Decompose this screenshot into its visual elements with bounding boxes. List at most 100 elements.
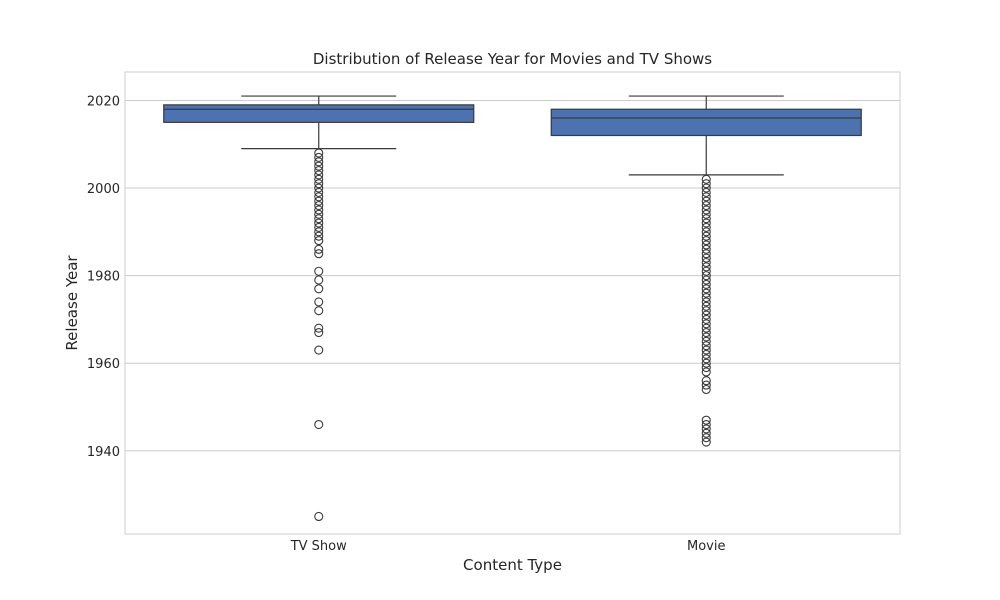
outlier-point — [701, 179, 711, 189]
outlier-point — [701, 354, 711, 364]
gridlines — [125, 99, 900, 452]
outlier-point — [314, 214, 324, 224]
outlier-point — [701, 231, 711, 241]
outlier-point — [701, 428, 711, 438]
outlier-point — [314, 231, 324, 241]
x-tick-label: Movie — [687, 539, 725, 554]
outlier-point — [701, 437, 711, 447]
y-tick-label: 1940 — [87, 445, 120, 460]
y-axis-label: Release Year — [63, 255, 81, 351]
x-tick-label: TV Show — [290, 539, 347, 554]
chart-title: Distribution of Release Year for Movies … — [313, 50, 712, 68]
outlier-point — [701, 310, 711, 320]
outlier-point — [701, 297, 711, 307]
outlier-point — [314, 157, 324, 167]
outlier-point — [701, 257, 711, 268]
outlier-point — [701, 292, 711, 303]
outlier-point — [314, 192, 324, 202]
outlier-point — [701, 384, 711, 395]
outlier-point — [701, 214, 711, 224]
outlier-point — [701, 253, 711, 263]
outlier-point — [701, 196, 711, 206]
outlier-point — [314, 236, 324, 246]
outlier-point — [314, 170, 324, 180]
outlier-point — [701, 415, 711, 425]
outlier-point — [701, 336, 711, 346]
outlier-point — [701, 279, 711, 289]
outlier-point — [701, 262, 711, 272]
outlier-point — [314, 209, 324, 219]
y-tick-label: 2020 — [87, 94, 120, 109]
outlier-point — [314, 174, 324, 184]
outlier-point — [701, 192, 711, 202]
outlier-point — [701, 332, 711, 342]
outlier-point — [701, 323, 711, 333]
outlier-point — [701, 314, 711, 324]
outlier-point — [314, 323, 324, 333]
outlier-point — [314, 249, 324, 259]
outlier-point — [314, 183, 324, 193]
outlier-point — [314, 218, 324, 228]
outlier-point — [701, 376, 711, 386]
outlier-point — [701, 341, 711, 351]
tick-labels: 1940 1960 1980 2000 2020 TV Show Movie — [87, 94, 726, 554]
outlier-point — [701, 363, 711, 373]
outlier-point — [701, 306, 711, 316]
outlier-point — [701, 187, 711, 197]
outlier-point — [701, 319, 711, 329]
x-axis-label: Content Type — [463, 556, 562, 574]
outlier-point — [314, 179, 324, 189]
outlier-point — [701, 271, 711, 281]
outlier-point — [701, 222, 711, 233]
outlier-point — [701, 218, 711, 228]
outlier-point — [314, 284, 324, 294]
outlier-point — [701, 349, 711, 360]
outlier-point — [701, 380, 711, 390]
outlier-point — [701, 275, 711, 285]
box-group — [550, 95, 862, 447]
outlier-point — [701, 345, 711, 355]
outlier-point — [701, 301, 711, 311]
outlier-point — [701, 419, 711, 430]
boxes — [163, 95, 862, 522]
outlier-point — [314, 345, 324, 355]
outlier-point — [314, 244, 324, 254]
outlier-point — [314, 297, 324, 307]
outlier-point — [314, 187, 324, 197]
outlier-point — [701, 328, 711, 338]
outlier-point — [314, 222, 324, 233]
y-tick-label: 1980 — [87, 270, 120, 285]
outlier-point — [701, 424, 711, 434]
outlier-point — [701, 227, 711, 237]
outlier-point — [701, 201, 711, 211]
outlier-point — [314, 266, 324, 276]
outlier-point — [314, 148, 324, 158]
y-tick-label: 1960 — [87, 357, 120, 372]
outlier-point — [701, 236, 711, 246]
outlier-point — [701, 209, 711, 219]
box-group — [163, 95, 475, 522]
outlier-point — [314, 201, 324, 211]
outlier-point — [314, 419, 324, 430]
outlier-point — [314, 165, 324, 176]
iqr-box — [163, 104, 475, 123]
outlier-point — [701, 205, 711, 215]
outlier-point — [701, 244, 711, 254]
iqr-box — [550, 108, 862, 137]
outlier-point — [314, 205, 324, 215]
outlier-point — [314, 161, 324, 171]
outlier-point — [701, 183, 711, 193]
outlier-point — [314, 227, 324, 237]
y-tick-label: 2000 — [87, 182, 120, 197]
outlier-point — [701, 266, 711, 276]
outlier-point — [701, 288, 711, 298]
outlier-point — [314, 196, 324, 206]
outlier-point — [314, 328, 324, 338]
outlier-point — [701, 249, 711, 259]
outlier-point — [314, 306, 324, 316]
outlier-point — [701, 358, 711, 368]
outlier-point — [701, 240, 711, 250]
outlier-point — [701, 284, 711, 294]
outlier-point — [314, 275, 324, 285]
